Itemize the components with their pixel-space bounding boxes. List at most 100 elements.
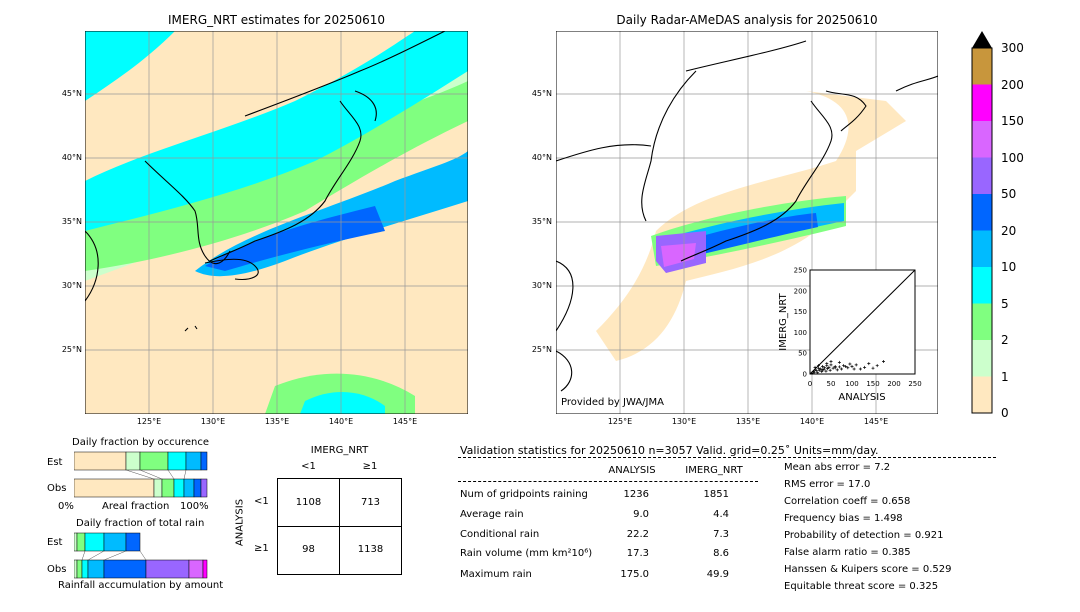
scatter-point: [837, 365, 841, 369]
colorbar-tick: 1: [1001, 369, 1009, 384]
score-far: False alarm ratio = 0.385: [784, 547, 911, 558]
row-imerg-volume: 8.6: [713, 548, 729, 559]
right-lat-30: 30°N: [531, 281, 552, 290]
scatter-point: [831, 366, 835, 370]
scatter-xtick: 250: [908, 380, 921, 388]
scatter-ytick: 0: [803, 371, 807, 379]
scatter-point: [820, 370, 824, 374]
scatter-ytick: 100: [794, 329, 807, 337]
colorbar-block: [972, 48, 992, 85]
scatter-point: [854, 363, 858, 367]
colorbar-block: [972, 267, 992, 304]
colorbar-block: [972, 340, 992, 377]
scatter-point: [871, 366, 875, 370]
colorbar-block: [972, 376, 992, 413]
right-map: [556, 31, 938, 414]
contingency-table: 1108 713 98 1138: [277, 478, 402, 575]
validation-divider: [458, 457, 996, 458]
colorbar-tick: 10: [1001, 260, 1017, 274]
row-analysis-volume: 17.3: [626, 548, 649, 559]
cell-ge-ge: 1138: [357, 544, 384, 555]
colorbar: [971, 31, 993, 414]
colorbar-tick: 20: [1001, 223, 1017, 238]
row-label-conditional: Conditional rain: [460, 529, 540, 540]
contingency-row-lt: <1: [254, 496, 269, 507]
scatter-point: [824, 369, 828, 373]
validation-header: Validation statistics for 20250610 n=305…: [460, 444, 879, 457]
scatter-xtick: 200: [887, 380, 900, 388]
row-analysis-gridpoints: 1236: [623, 489, 649, 500]
score-mae: Mean abs error = 7.2: [784, 462, 891, 473]
scatter-point: [846, 366, 850, 370]
scatter-point: [837, 360, 841, 364]
scatter-point: [835, 368, 839, 372]
scatter-point: [823, 366, 827, 370]
scatter-point: [828, 368, 832, 372]
cell-lt-ge: 713: [360, 497, 381, 508]
cell-hit-lt-lt: 1108: [295, 497, 322, 508]
score-rmse: RMS error = 17.0: [784, 479, 871, 490]
scatter-point: [840, 367, 843, 371]
scatter-ytick: 150: [794, 308, 807, 316]
right-map-title: Daily Radar-AMeDAS analysis for 20250610: [616, 13, 878, 27]
scatter-point: [813, 365, 817, 369]
scatter-point: [833, 366, 837, 370]
left-lat-30: 30°N: [61, 281, 82, 290]
left-lat-35: 35°N: [61, 217, 82, 226]
occurrence-est-bar: [74, 451, 208, 471]
total-rain-obs-bar: [74, 559, 208, 579]
left-lon-130: 130°E: [200, 417, 226, 426]
row-analysis-maximum: 175.0: [620, 569, 649, 580]
scatter-chart: 0 50 100 150 200 250 0 50 100 150 200 250 ANALYSIS…: [778, 267, 922, 403]
scatter-point: [821, 368, 825, 372]
scatter-point: [810, 371, 814, 375]
colorbar-tick: 2: [1001, 333, 1009, 347]
left-lat-25: 25°N: [61, 345, 82, 354]
occurrence-est-label: Est: [47, 457, 63, 468]
scatter-point: [819, 367, 822, 371]
right-lon-135: 135°E: [735, 417, 761, 426]
scatter-point: [848, 362, 852, 366]
row-imerg-conditional: 7.3: [713, 529, 729, 540]
right-lon-145: 145°E: [863, 417, 889, 426]
right-lon-130: 130°E: [671, 417, 697, 426]
scatter-xtick: 100: [845, 380, 858, 388]
right-lat-45: 45°N: [531, 89, 552, 98]
left-lat-40: 40°N: [61, 153, 82, 162]
occurrence-axis-left: 0%: [58, 501, 74, 512]
left-lon-140: 140°E: [328, 417, 354, 426]
scatter-point: [816, 371, 820, 375]
left-lon-125: 125°E: [136, 417, 162, 426]
credit-label: Provided by JWA/JMA: [561, 397, 664, 408]
total-rain-title: Daily fraction of total rain: [76, 518, 205, 529]
score-freq-bias: Frequency bias = 1.498: [784, 513, 903, 524]
scatter-point: [858, 367, 862, 371]
colorbar-block: [972, 157, 992, 194]
scatter-point: [863, 365, 867, 369]
scatter-ytick: 50: [798, 350, 807, 358]
total-rain-est-bar: [74, 532, 141, 552]
colorbar-tick: 300: [1001, 41, 1024, 55]
validation-subdivider: [458, 481, 758, 482]
scatter-ylabel: IMERG_NRT: [778, 292, 789, 350]
scatter-point: [821, 365, 825, 369]
occurrence-obs-bar: [74, 478, 208, 498]
row-analysis-average: 9.0: [633, 509, 649, 520]
colorbar-tick: 150: [1001, 114, 1024, 128]
scatter-xtick: 50: [827, 380, 836, 388]
colorbar-tick: 0: [1001, 406, 1009, 420]
row-label-volume: Rain volume (mm km²10⁶): [460, 548, 593, 559]
row-imerg-maximum: 49.9: [706, 569, 729, 580]
occurrence-obs-label: Obs: [47, 483, 67, 494]
contingency-row-ge: ≥1: [254, 543, 269, 554]
contingency-col-ge: ≥1: [362, 461, 378, 472]
contingency-row-header: ANALYSIS: [234, 498, 246, 547]
right-lon-125: 125°E: [607, 417, 633, 426]
scatter-point: [816, 364, 820, 368]
scatter-xtick: 150: [866, 380, 879, 388]
scatter-xlabel: ANALYSIS: [838, 392, 885, 402]
scatter-point: [852, 367, 856, 371]
occurrence-bars: [74, 451, 208, 498]
scatter-point: [882, 360, 885, 364]
right-lat-25: 25°N: [531, 345, 552, 354]
